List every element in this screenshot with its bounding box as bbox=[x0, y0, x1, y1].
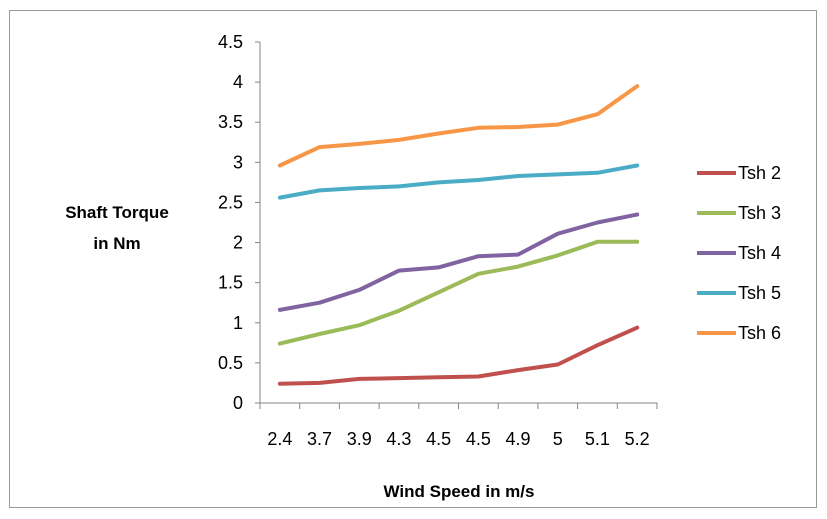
y-tick-label: 0 bbox=[233, 393, 243, 413]
x-tick-label: 5.1 bbox=[585, 429, 610, 449]
x-tick-label: 4.5 bbox=[426, 429, 451, 449]
x-tick-label: 3.9 bbox=[347, 429, 372, 449]
x-tick-label: 2.4 bbox=[267, 429, 292, 449]
x-tick-label: 4.5 bbox=[466, 429, 491, 449]
legend-label: Tsh 6 bbox=[738, 323, 781, 343]
y-tick-label: 1 bbox=[233, 313, 243, 333]
y-tick-label: 3.5 bbox=[218, 112, 243, 132]
chart-frame bbox=[9, 10, 817, 508]
y-tick-label: 4.5 bbox=[218, 32, 243, 52]
legend-label: Tsh 4 bbox=[738, 243, 781, 263]
x-tick-label: 3.7 bbox=[307, 429, 332, 449]
series-line-tsh-2 bbox=[277, 325, 640, 386]
legend-label: Tsh 2 bbox=[738, 163, 781, 183]
series-line-tsh-3 bbox=[277, 239, 640, 346]
x-tick-label: 5 bbox=[553, 429, 563, 449]
series-line-tsh-5 bbox=[277, 163, 640, 200]
x-axis-title: Wind Speed in m/s bbox=[384, 482, 535, 501]
y-tick-label: 2 bbox=[233, 233, 243, 253]
legend-label: Tsh 3 bbox=[738, 203, 781, 223]
y-axis-title-line-2: in Nm bbox=[93, 234, 140, 253]
series-line-tsh-6 bbox=[277, 84, 640, 168]
y-tick-label: 1.5 bbox=[218, 273, 243, 293]
legend: Tsh 2 Tsh 3 Tsh 4 Tsh 5 Tsh 6 bbox=[697, 163, 781, 343]
y-tick-label: 2.5 bbox=[218, 192, 243, 212]
x-tick-label: 5.2 bbox=[625, 429, 650, 449]
y-tick-label: 0.5 bbox=[218, 353, 243, 373]
x-tick-label: 4.3 bbox=[386, 429, 411, 449]
x-axis-ticks: 2.4 3.7 3.9 4.3 4.5 4.5 4.9 5 5.1 5.2 bbox=[259, 402, 658, 449]
y-axis-ticks: 0 0.5 1 1.5 2 2.5 3 3.5 4 4.5 bbox=[218, 32, 261, 413]
y-axis-title-line-1: Shaft Torque bbox=[65, 203, 169, 222]
legend-label: Tsh 5 bbox=[738, 283, 781, 303]
series-lines bbox=[277, 84, 640, 386]
series-line-tsh-4 bbox=[277, 212, 640, 312]
x-tick-label: 4.9 bbox=[506, 429, 531, 449]
y-tick-label: 3 bbox=[233, 152, 243, 172]
y-tick-label: 4 bbox=[233, 72, 243, 92]
